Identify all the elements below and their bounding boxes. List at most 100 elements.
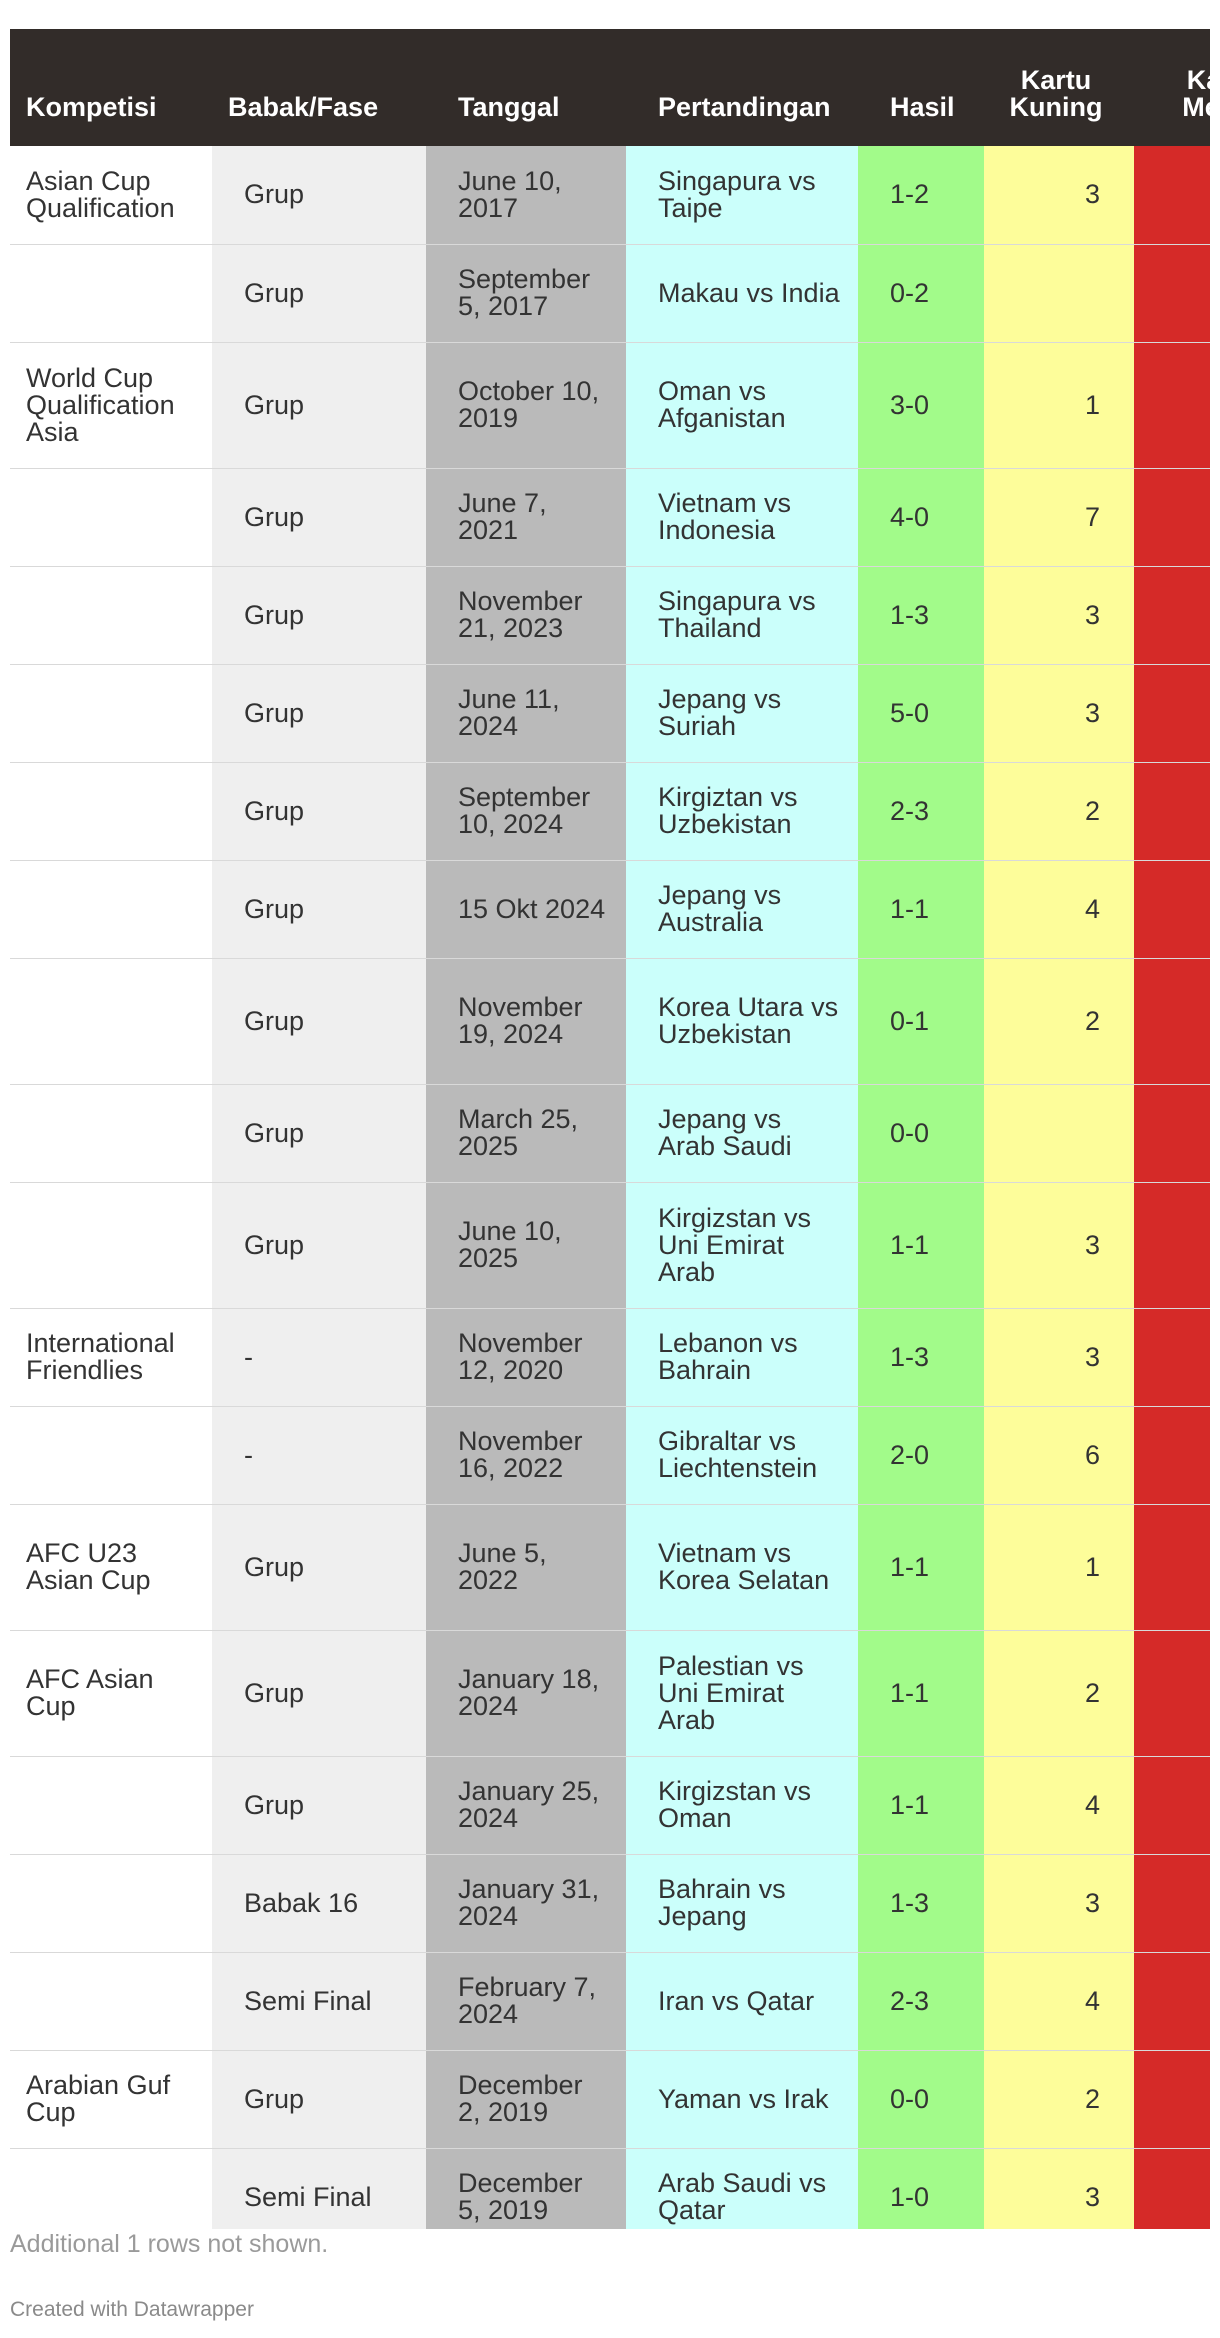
table-row: Grup September 5, 2017 Makau vs India 0-2: [10, 244, 1210, 343]
cell-pertandingan: Palestian vs Uni Emirat Arab: [626, 1630, 858, 1757]
cell-pertandingan: Iran vs Qatar: [626, 1952, 858, 2051]
cell-babak-fase: Grup: [212, 1630, 426, 1757]
column-header-hasil[interactable]: Hasil: [858, 29, 984, 146]
table-body: Asian Cup Qualification Grup June 10, 2017…: [10, 146, 1210, 2229]
column-header-tanggal[interactable]: Tanggal: [426, 29, 626, 146]
cell-kompetisi: AFC U23 Asian Cup: [10, 1504, 212, 1631]
cell-kartu-merah: [1134, 566, 1210, 665]
cell-tanggal: 15 Okt 2024: [426, 860, 626, 959]
cell-kartu-merah: [1134, 860, 1210, 959]
cell-kartu-merah: [1134, 664, 1210, 763]
cell-tanggal: November 16, 2022: [426, 1406, 626, 1505]
cell-hasil: 1-1: [858, 1504, 984, 1631]
cell-kompetisi: [10, 860, 212, 959]
cell-tanggal: January 31, 2024: [426, 1854, 626, 1953]
cell-kartu-merah: [1134, 762, 1210, 861]
cell-babak-fase: Grup: [212, 1756, 426, 1855]
column-header-babak-fase[interactable]: Babak/Fase: [212, 29, 426, 146]
cell-kartu-merah: [1134, 958, 1210, 1085]
table-row: Grup September 10, 2024 Kirgiztan vs Uzbek…: [10, 762, 1210, 861]
column-header-kartu-merah[interactable]: Kartu Merah: [1134, 29, 1210, 146]
table-row: Semi Final December 5, 2019 Arab Saudi vs …: [10, 2148, 1210, 2229]
cell-pertandingan: Vietnam vs Indonesia: [626, 468, 858, 567]
cell-kartu-kuning: 1: [984, 1504, 1134, 1631]
cell-babak-fase: Grup: [212, 146, 426, 245]
cell-kartu-merah: [1134, 1854, 1210, 1953]
cell-kompetisi: [10, 1406, 212, 1505]
cell-hasil: 1-3: [858, 1854, 984, 1953]
cell-kompetisi: [10, 1182, 212, 1309]
column-header-kartu-kuning[interactable]: Kartu Kuning: [984, 29, 1134, 146]
cell-babak-fase: Grup: [212, 244, 426, 343]
cell-tanggal: June 5, 2022: [426, 1504, 626, 1631]
data-table: Kompetisi Babak/Fase Tanggal Pertandinga…: [10, 29, 1210, 2229]
cell-kompetisi: World Cup Qualification Asia: [10, 342, 212, 469]
cell-hasil: 3-0: [858, 342, 984, 469]
cell-kompetisi: [10, 566, 212, 665]
cell-pertandingan: Korea Utara vs Uzbekistan: [626, 958, 858, 1085]
table-row: World Cup Qualification Asia Grup October …: [10, 342, 1210, 469]
cell-hasil: 1-1: [858, 860, 984, 959]
cell-kartu-merah: [1134, 1630, 1210, 1757]
cell-tanggal: December 5, 2019: [426, 2148, 626, 2229]
cell-kartu-merah: [1134, 1756, 1210, 1855]
cell-pertandingan: Singapura vs Taipe: [626, 146, 858, 245]
cell-pertandingan: Arab Saudi vs Qatar: [626, 2148, 858, 2229]
cell-kartu-merah: [1134, 1406, 1210, 1505]
table-row: Babak 16 January 31, 2024 Bahrain vs Jepan…: [10, 1854, 1210, 1953]
cell-babak-fase: Grup: [212, 860, 426, 959]
cell-kompetisi: [10, 468, 212, 567]
table-row: AFC U23 Asian Cup Grup June 5, 2022 Vietnam…: [10, 1504, 1210, 1631]
cell-pertandingan: Bahrain vs Jepang: [626, 1854, 858, 1953]
cell-kartu-kuning: 4: [984, 860, 1134, 959]
table-row: Grup March 25, 2025 Jepang vs Arab Saudi 0-…: [10, 1084, 1210, 1183]
cell-hasil: 0-0: [858, 1084, 984, 1183]
cell-kartu-merah: [1134, 2050, 1210, 2149]
cell-tanggal: November 19, 2024: [426, 958, 626, 1085]
cell-kompetisi: [10, 1854, 212, 1953]
cell-kartu-merah: [1134, 1308, 1210, 1407]
cell-babak-fase: Grup: [212, 566, 426, 665]
column-header-pertandingan[interactable]: Pertandingan: [626, 29, 858, 146]
cell-tanggal: September 10, 2024: [426, 762, 626, 861]
cell-kartu-kuning: 2: [984, 2050, 1134, 2149]
cell-kartu-kuning: 3: [984, 664, 1134, 763]
cell-pertandingan: Yaman vs Irak: [626, 2050, 858, 2149]
cell-pertandingan: Singapura vs Thailand: [626, 566, 858, 665]
rows-hidden-note: Additional 1 rows not shown.: [10, 2230, 329, 2258]
cell-kartu-merah: [1134, 342, 1210, 469]
cell-hasil: 1-1: [858, 1182, 984, 1309]
cell-tanggal: December 2, 2019: [426, 2050, 626, 2149]
column-header-kompetisi[interactable]: Kompetisi: [10, 29, 212, 146]
cell-tanggal: March 25, 2025: [426, 1084, 626, 1183]
cell-hasil: 1-3: [858, 566, 984, 665]
cell-babak-fase: Grup: [212, 2050, 426, 2149]
cell-hasil: 4-0: [858, 468, 984, 567]
cell-kartu-merah: [1134, 468, 1210, 567]
cell-tanggal: November 12, 2020: [426, 1308, 626, 1407]
cell-hasil: 5-0: [858, 664, 984, 763]
cell-tanggal: November 21, 2023: [426, 566, 626, 665]
cell-babak-fase: Grup: [212, 468, 426, 567]
cell-tanggal: June 10, 2025: [426, 1182, 626, 1309]
cell-tanggal: January 25, 2024: [426, 1756, 626, 1855]
cell-babak-fase: Grup: [212, 342, 426, 469]
cell-babak-fase: Grup: [212, 762, 426, 861]
cell-babak-fase: Grup: [212, 664, 426, 763]
table-row: Semi Final February 7, 2024 Iran vs Qatar 2…: [10, 1952, 1210, 2051]
datawrapper-credit[interactable]: Created with Datawrapper: [10, 2298, 254, 2321]
cell-babak-fase: Semi Final: [212, 2148, 426, 2229]
cell-kartu-kuning: 2: [984, 958, 1134, 1085]
cell-tanggal: February 7, 2024: [426, 1952, 626, 2051]
cell-kompetisi: Asian Cup Qualification: [10, 146, 212, 245]
cell-kompetisi: [10, 664, 212, 763]
cell-babak-fase: -: [212, 1308, 426, 1407]
cell-kompetisi: [10, 958, 212, 1085]
table-row: International Friendlies - November 12, 20…: [10, 1308, 1210, 1407]
cell-kartu-kuning: 3: [984, 1308, 1134, 1407]
cell-hasil: 2-0: [858, 1406, 984, 1505]
cell-pertandingan: Lebanon vs Bahrain: [626, 1308, 858, 1407]
cell-babak-fase: Semi Final: [212, 1952, 426, 2051]
cell-hasil: 2-3: [858, 1952, 984, 2051]
cell-kartu-merah: [1134, 2148, 1210, 2229]
